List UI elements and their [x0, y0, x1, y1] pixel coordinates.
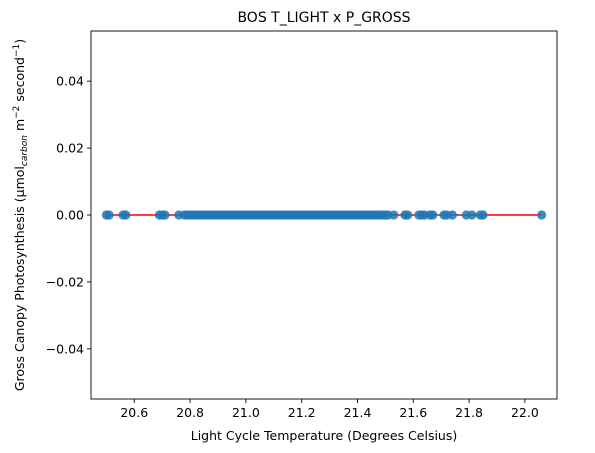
y-tick-label: −0.02: [46, 274, 84, 289]
scatter-point: [121, 210, 131, 220]
x-tick-label: 21.2: [288, 405, 316, 420]
x-tick-label: 21.8: [455, 405, 483, 420]
x-tick-label: 20.6: [120, 405, 148, 420]
scatter-point: [537, 210, 547, 220]
y-axis-label: Gross Canopy Photosynthesis (µmolcarbon …: [12, 39, 30, 391]
chart-title: BOS T_LIGHT x P_GROSS: [237, 10, 410, 26]
scatter-point: [104, 210, 114, 220]
y-axis-label-prefix: Gross Canopy Photosynthesis (µmol: [12, 166, 27, 391]
x-tick-label: 21.0: [232, 405, 260, 420]
y-axis: −0.04 −0.02 0.00 0.02 0.04: [46, 74, 91, 356]
scatter-point: [428, 210, 438, 220]
y-tick-label: 0.00: [56, 208, 84, 223]
x-axis: 20.6 20.8 21.0 21.2 21.4 21.6 21.8 22.0: [120, 399, 539, 420]
scatter-point: [389, 210, 399, 220]
x-tick-label: 22.0: [511, 405, 539, 420]
x-tick-label: 20.8: [176, 405, 204, 420]
scatter-point: [160, 210, 170, 220]
x-tick-label: 21.6: [399, 405, 427, 420]
x-axis-label: Light Cycle Temperature (Degrees Celsius…: [191, 428, 458, 443]
y-axis-label-mid2: second: [12, 57, 27, 106]
scatter-points-layer: [101, 210, 547, 220]
y-tick-label: 0.02: [56, 141, 84, 156]
scatter-point: [447, 210, 457, 220]
y-axis-label-mid1: m: [12, 119, 27, 135]
y-axis-label-subscript: carbon: [20, 135, 30, 166]
scatter-point: [478, 210, 488, 220]
y-axis-label-sup2: −1: [12, 44, 22, 57]
plot-area: [90, 30, 558, 400]
scatter-point: [403, 210, 413, 220]
y-tick-label: 0.04: [56, 74, 84, 89]
y-axis-label-sup1: −2: [12, 106, 22, 119]
y-axis-label-suffix: ): [12, 39, 27, 44]
x-tick-label: 21.4: [344, 405, 372, 420]
scatter-point: [467, 210, 477, 220]
y-tick-label: −0.04: [46, 341, 84, 356]
